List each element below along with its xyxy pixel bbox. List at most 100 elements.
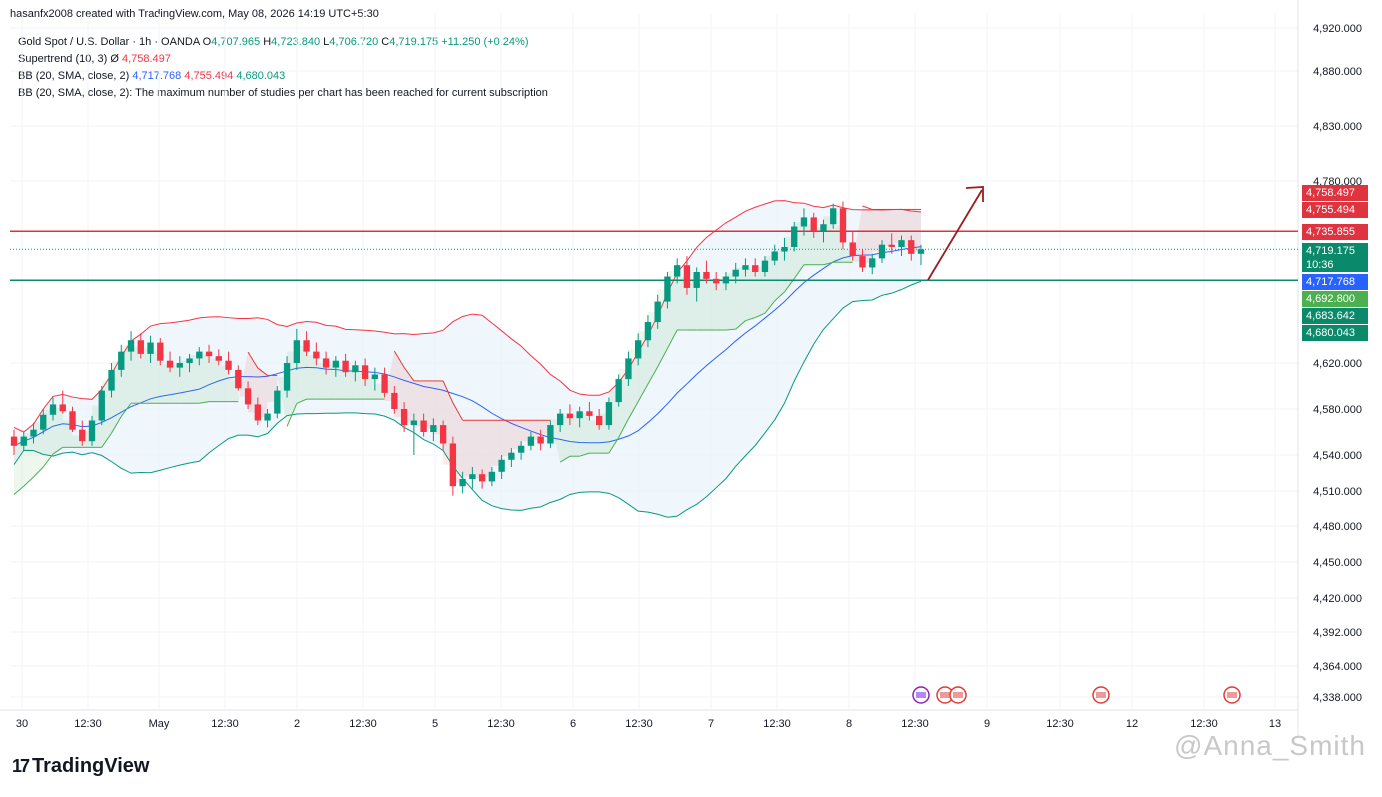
- y-tick-label: 4,510.000: [1313, 486, 1362, 498]
- resistance-price-label: 4,735.855: [1302, 224, 1368, 240]
- y-tick-label: 4,364.000: [1313, 661, 1362, 673]
- candle-body: [205, 351, 213, 357]
- x-tick-label: May: [149, 718, 170, 730]
- supertrend-fill: [14, 441, 24, 495]
- bb-upper-price-label: 4,755.494: [1302, 202, 1368, 218]
- candle-body: [605, 402, 613, 426]
- supertrend-fill: [589, 420, 600, 454]
- candle-body: [742, 265, 749, 270]
- x-tick-label: 5: [432, 718, 438, 730]
- candle-body: [108, 369, 115, 391]
- candle-body: [615, 379, 622, 403]
- tradingview-logo[interactable]: 17 TradingView: [12, 755, 149, 778]
- supertrend-segment: [296, 398, 307, 404]
- candle-body: [283, 363, 291, 391]
- supertrend-segment: [666, 329, 678, 349]
- supertrend-segment: [199, 401, 210, 404]
- supertrend-fill: [482, 420, 492, 477]
- close-label: C: [381, 36, 390, 48]
- supertrend-fill: [140, 348, 151, 404]
- supertrend-segment: [559, 455, 571, 463]
- supertrend-fill: [179, 360, 190, 404]
- supertrend-segment: [111, 416, 122, 434]
- y-tick-label: 4,580.000: [1313, 404, 1362, 416]
- candle-body: [361, 365, 369, 380]
- y-tick-label: 4,420.000: [1313, 593, 1362, 605]
- supertrend-fill: [774, 249, 785, 301]
- candle-body: [391, 392, 398, 409]
- candle-body: [322, 358, 330, 368]
- supertrend-fill: [716, 279, 726, 331]
- supertrend-fill: [218, 365, 229, 402]
- supertrend-fill: [686, 279, 697, 331]
- event-icon-fill: [953, 692, 963, 698]
- y-tick-label: 4,338.000: [1313, 692, 1362, 704]
- candle-body: [576, 411, 583, 419]
- candle-body: [88, 420, 96, 442]
- supertrend-segment: [393, 350, 405, 368]
- bb-basis-value: 4,717.768: [132, 70, 182, 82]
- supertrend-segment: [764, 300, 776, 314]
- supertrend-price-label: 4,758.497: [1302, 185, 1368, 201]
- candle-body: [898, 240, 905, 247]
- supertrend-segment: [42, 453, 54, 468]
- candle-body: [147, 342, 154, 354]
- event-icon-fill: [1227, 692, 1237, 698]
- supertrend-fill: [170, 365, 180, 404]
- change-value: +11.250 (+0.24%): [441, 36, 529, 48]
- x-tick-label: 13: [1269, 718, 1281, 730]
- candle-body: [752, 265, 759, 272]
- candle-body: [176, 363, 183, 368]
- candle-body: [79, 429, 86, 442]
- candle-body: [381, 374, 388, 393]
- supertrend-segment: [101, 432, 112, 448]
- bb-legend[interactable]: BB (20, SMA, close, 2) 4,717.768 4,755.4…: [18, 70, 285, 82]
- candle-body: [225, 360, 232, 370]
- candle-body: [849, 242, 856, 257]
- candle-body: [908, 240, 915, 254]
- supertrend-fill: [472, 420, 483, 478]
- candle-body: [595, 415, 603, 426]
- bb2-limit-message: BB (20, SMA, close, 2): The maximum numb…: [18, 87, 548, 99]
- supertrend-segment: [257, 367, 268, 376]
- candle-body: [69, 411, 76, 430]
- supertrend-fill: [433, 380, 444, 435]
- candle-body: [469, 474, 476, 479]
- candle-body: [517, 445, 525, 453]
- chart-attribution: hasanfx2008 created with TradingView.com…: [10, 8, 379, 20]
- candle-body: [654, 301, 661, 323]
- high-value: 4,723.840: [271, 36, 321, 48]
- tradingview-logo-icon: 17: [12, 756, 30, 776]
- supertrend-segment: [755, 312, 766, 318]
- last-price-label: 4,719.175 10:36: [1302, 243, 1368, 272]
- candle-body: [49, 404, 57, 415]
- candle-body: [430, 425, 437, 432]
- supertrend-segment: [725, 328, 736, 331]
- supertrend-symbol: Ø: [110, 53, 119, 65]
- supertrend-fill: [891, 209, 902, 244]
- supertrend-fill: [803, 224, 814, 265]
- candle-body: [830, 208, 837, 225]
- bb-name: BB (20, SMA, close, 2): [18, 70, 130, 82]
- x-tick-label: 12: [1126, 718, 1138, 730]
- candle-body: [332, 360, 340, 368]
- supertrend-segment: [120, 402, 132, 417]
- candle-body: [410, 420, 418, 426]
- x-tick-label: 12:30: [625, 718, 653, 730]
- supertrend-segment: [52, 446, 64, 455]
- supertrend-fill: [326, 364, 336, 400]
- candle-body: [771, 251, 778, 261]
- supertrend-segment: [579, 452, 590, 457]
- bb-lower-price-label: 4,680.043: [1302, 325, 1368, 341]
- candle-body: [40, 414, 47, 430]
- supertrend-segment: [657, 348, 668, 368]
- y-tick-label: 4,480.000: [1313, 521, 1362, 533]
- x-tick-label: 8: [846, 718, 852, 730]
- y-tick-label: 4,830.000: [1313, 121, 1362, 133]
- candle-body: [586, 411, 593, 416]
- y-tick-label: 4,620.000: [1313, 358, 1362, 370]
- candle-body: [527, 436, 535, 446]
- candle-body: [215, 356, 222, 361]
- supertrend-fill: [413, 380, 424, 427]
